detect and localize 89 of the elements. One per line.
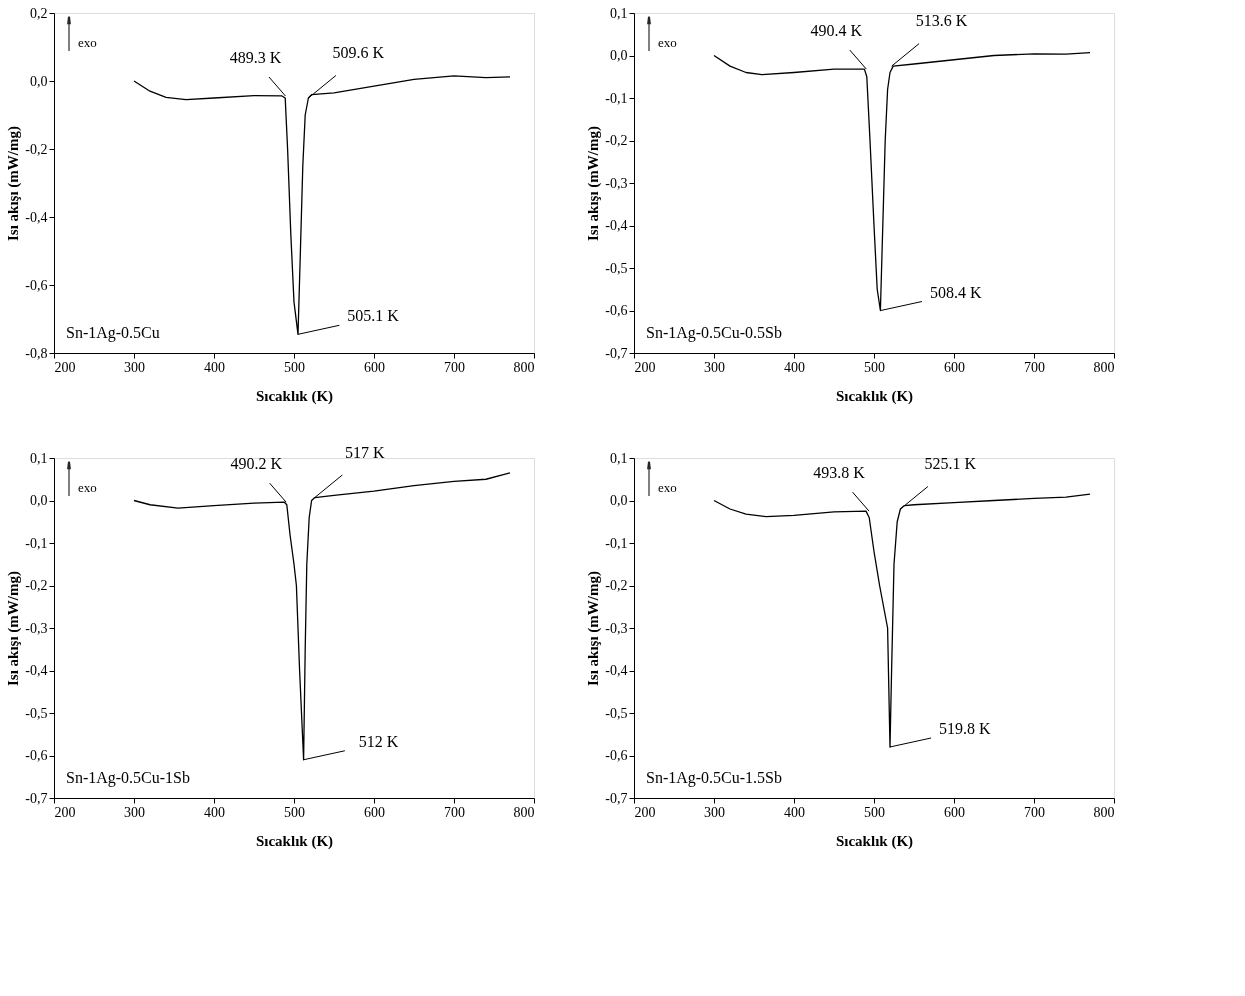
x-tick-label: 800 xyxy=(1093,359,1115,375)
y-tick-label: 0,1 xyxy=(610,5,628,21)
y-tick-label: 0,0 xyxy=(610,493,628,508)
x-axis-title: Sıcaklık (K) xyxy=(835,832,914,850)
annotation: 513.6 K xyxy=(915,12,968,30)
y-tick-label: -0,4 xyxy=(605,218,628,233)
y-tick-label: 0,0 xyxy=(30,493,48,508)
annotation: 509.6 K xyxy=(332,44,385,61)
x-tick-label: 400 xyxy=(784,804,805,820)
y-axis-title: Isı akışı (mW/mg) xyxy=(585,125,603,242)
annotation: 512 K xyxy=(358,732,399,750)
y-tick-label: -0,5 xyxy=(605,705,628,721)
y-axis-title: Isı akışı (mW/mg) xyxy=(5,570,23,687)
annotation: Sn-1Ag-0.5Cu xyxy=(66,324,160,342)
y-tick-label: 0,1 xyxy=(610,450,628,466)
x-axis-title: Sıcaklık (K) xyxy=(835,387,914,405)
annotation: exo xyxy=(78,480,97,495)
x-tick-label: 200 xyxy=(54,804,76,820)
x-tick-label: 400 xyxy=(204,804,225,820)
y-tick-label: -0,5 xyxy=(25,705,48,721)
annotation: 505.1 K xyxy=(347,307,400,325)
x-tick-label: 800 xyxy=(1093,804,1115,820)
y-axis-title: Isı akışı (mW/mg) xyxy=(585,570,603,687)
x-tick-label: 700 xyxy=(444,359,465,375)
annotation: Sn-1Ag-0.5Cu-1Sb xyxy=(66,769,191,787)
x-tick-label: 600 xyxy=(364,359,385,375)
y-tick-label: -0,4 xyxy=(605,663,628,678)
y-tick-label: -0,2 xyxy=(605,133,628,148)
y-tick-label: -0,6 xyxy=(605,303,628,318)
annotation: 525.1 K xyxy=(924,455,977,472)
x-tick-label: 600 xyxy=(364,804,385,820)
y-tick-label: -0,2 xyxy=(25,141,48,157)
y-tick-label: -0,2 xyxy=(25,578,48,593)
y-axis-title: Isı akışı (mW/mg) xyxy=(5,125,23,242)
x-tick-label: 500 xyxy=(284,804,305,820)
x-tick-label: 500 xyxy=(864,359,885,375)
x-tick-label: 500 xyxy=(864,804,885,820)
y-tick-label: -0,6 xyxy=(25,748,48,763)
y-tick-label: -0,4 xyxy=(25,209,48,225)
y-tick-label: -0,3 xyxy=(25,620,48,636)
y-tick-label: -0,3 xyxy=(605,620,628,636)
y-tick-label: -0,5 xyxy=(605,260,628,276)
x-axis-title: Sıcaklık (K) xyxy=(255,387,334,405)
annotation: exo xyxy=(78,35,97,50)
x-tick-label: 500 xyxy=(284,359,305,375)
y-tick-label: -0,7 xyxy=(605,345,628,361)
y-tick-label: -0,7 xyxy=(605,790,628,806)
x-tick-label: 700 xyxy=(1024,804,1045,820)
annotation: 490.2 K xyxy=(230,455,283,473)
x-tick-label: 200 xyxy=(54,359,76,375)
x-tick-label: 400 xyxy=(204,359,225,375)
x-tick-label: 300 xyxy=(124,359,145,375)
y-tick-label: -0,1 xyxy=(605,90,628,106)
y-tick-label: -0,6 xyxy=(25,277,48,293)
x-axis-title: Sıcaklık (K) xyxy=(255,832,334,850)
annotation: Sn-1Ag-0.5Cu-0.5Sb xyxy=(646,324,783,342)
x-tick-label: 300 xyxy=(704,359,725,375)
y-tick-label: -0,1 xyxy=(25,535,48,551)
annotation: 508.4 K xyxy=(929,283,982,301)
annotation: exo xyxy=(658,480,677,495)
annotation: 519.8 K xyxy=(939,720,992,737)
annotation: 517 K xyxy=(345,443,386,461)
y-tick-label: -0,3 xyxy=(605,175,628,191)
annotation: 493.8 K xyxy=(813,464,866,482)
x-tick-label: 400 xyxy=(784,359,805,375)
x-tick-label: 300 xyxy=(124,804,145,820)
annotation: Sn-1Ag-0.5Cu-1.5Sb xyxy=(646,769,783,787)
y-tick-label: -0,1 xyxy=(605,535,628,551)
y-tick-label: 0,2 xyxy=(30,5,48,21)
y-tick-label: -0,4 xyxy=(25,663,48,678)
x-tick-label: 700 xyxy=(444,804,465,820)
x-tick-label: 200 xyxy=(634,804,656,820)
annotation: 490.4 K xyxy=(810,22,863,40)
x-tick-label: 800 xyxy=(513,359,535,375)
x-tick-label: 200 xyxy=(634,359,656,375)
y-tick-label: 0,1 xyxy=(30,450,48,466)
y-tick-label: -0,7 xyxy=(25,790,48,806)
x-tick-label: 600 xyxy=(944,804,965,820)
x-tick-label: 800 xyxy=(513,804,535,820)
annotation: 489.3 K xyxy=(229,48,282,66)
y-tick-label: -0,2 xyxy=(605,578,628,593)
annotation: exo xyxy=(658,35,677,50)
x-tick-label: 300 xyxy=(704,804,725,820)
y-tick-label: -0,8 xyxy=(25,345,48,361)
x-tick-label: 700 xyxy=(1024,359,1045,375)
y-tick-label: 0,0 xyxy=(610,48,628,63)
x-tick-label: 600 xyxy=(944,359,965,375)
y-tick-label: -0,6 xyxy=(605,748,628,763)
y-tick-label: 0,0 xyxy=(30,73,48,89)
